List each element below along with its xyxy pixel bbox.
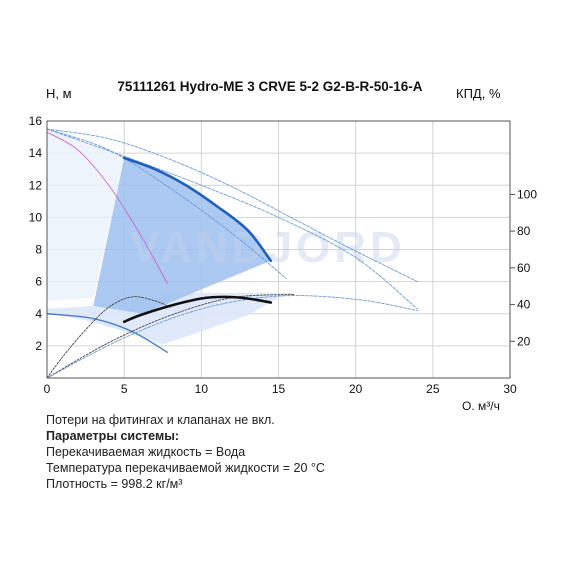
y2-tick-label: 80	[517, 224, 531, 238]
pump-curve-chart: 75111261 Hydro-ME 3 CRVE 5-2 G2-B-R-50-1…	[29, 79, 538, 410]
series-line-eff-curve-c	[46, 295, 418, 379]
x-tick-label: 0	[44, 382, 51, 396]
y-tick-label: 8	[35, 243, 42, 257]
y2-axis-label: КПД, %	[456, 86, 501, 101]
series-line-head-curve-b	[46, 128, 287, 279]
y2-tick-label: 100	[517, 187, 537, 201]
x-tick-label: 25	[426, 382, 440, 396]
y2-tick-label: 40	[517, 298, 531, 312]
series-line-power-curve	[46, 131, 168, 284]
y2-tick-label: 20	[517, 334, 531, 348]
y-tick-label: 6	[35, 275, 42, 289]
y-tick-label: 12	[29, 178, 43, 192]
series-line-eff-curve-a	[46, 296, 171, 379]
density-line: Плотность = 998.2 кг/м³	[46, 477, 183, 491]
y-tick-label: 14	[29, 146, 43, 160]
note-line: Потери на фитингах и клапанах не вкл.	[46, 413, 275, 427]
plot-frame	[46, 120, 511, 379]
y2-tick-label: 60	[517, 261, 531, 275]
y-tick-label: 16	[29, 114, 43, 128]
series-line-head-max	[46, 128, 418, 283]
x-tick-label: 15	[272, 382, 286, 396]
curves	[46, 128, 418, 379]
x-tick-label: 20	[349, 382, 363, 396]
axes	[46, 120, 511, 379]
watermark-logo: VANDJORD	[130, 223, 406, 272]
y-axis-label: H, м	[46, 86, 72, 101]
y-tick-label: 2	[35, 339, 42, 353]
series-line-head-min	[46, 313, 169, 353]
x-axis-label: Q, м³/ч	[462, 399, 500, 410]
y-tick-label: 4	[35, 307, 42, 321]
x-tick-label: 30	[503, 382, 517, 396]
operating-area	[93, 157, 271, 314]
liquid-line: Перекачиваемая жидкость = Вода	[46, 445, 246, 459]
chart-title: 75111261 Hydro-ME 3 CRVE 5-2 G2-B-R-50-1…	[117, 79, 422, 94]
temperature-line: Температура перекачиваемой жидкости = 20…	[46, 461, 325, 475]
x-tick-label: 10	[195, 382, 209, 396]
series-line-head-curve-c	[46, 128, 418, 310]
x-tick-label: 5	[121, 382, 128, 396]
series-line-head-main	[122, 156, 273, 263]
system-params: Потери на фитингах и клапанах не вкл. Па…	[46, 412, 546, 492]
series-line-efficiency-main	[122, 295, 273, 324]
tick-labels: 0 5 10 15 20 25 30 2 4 6 8 10 12 14 16 20 40 60 80 100	[29, 114, 538, 396]
background-area	[47, 129, 125, 301]
y-tick-label: 10	[29, 210, 43, 224]
series-line-eff-curve-b	[46, 294, 295, 379]
params-title: Параметры системы:	[46, 429, 180, 443]
